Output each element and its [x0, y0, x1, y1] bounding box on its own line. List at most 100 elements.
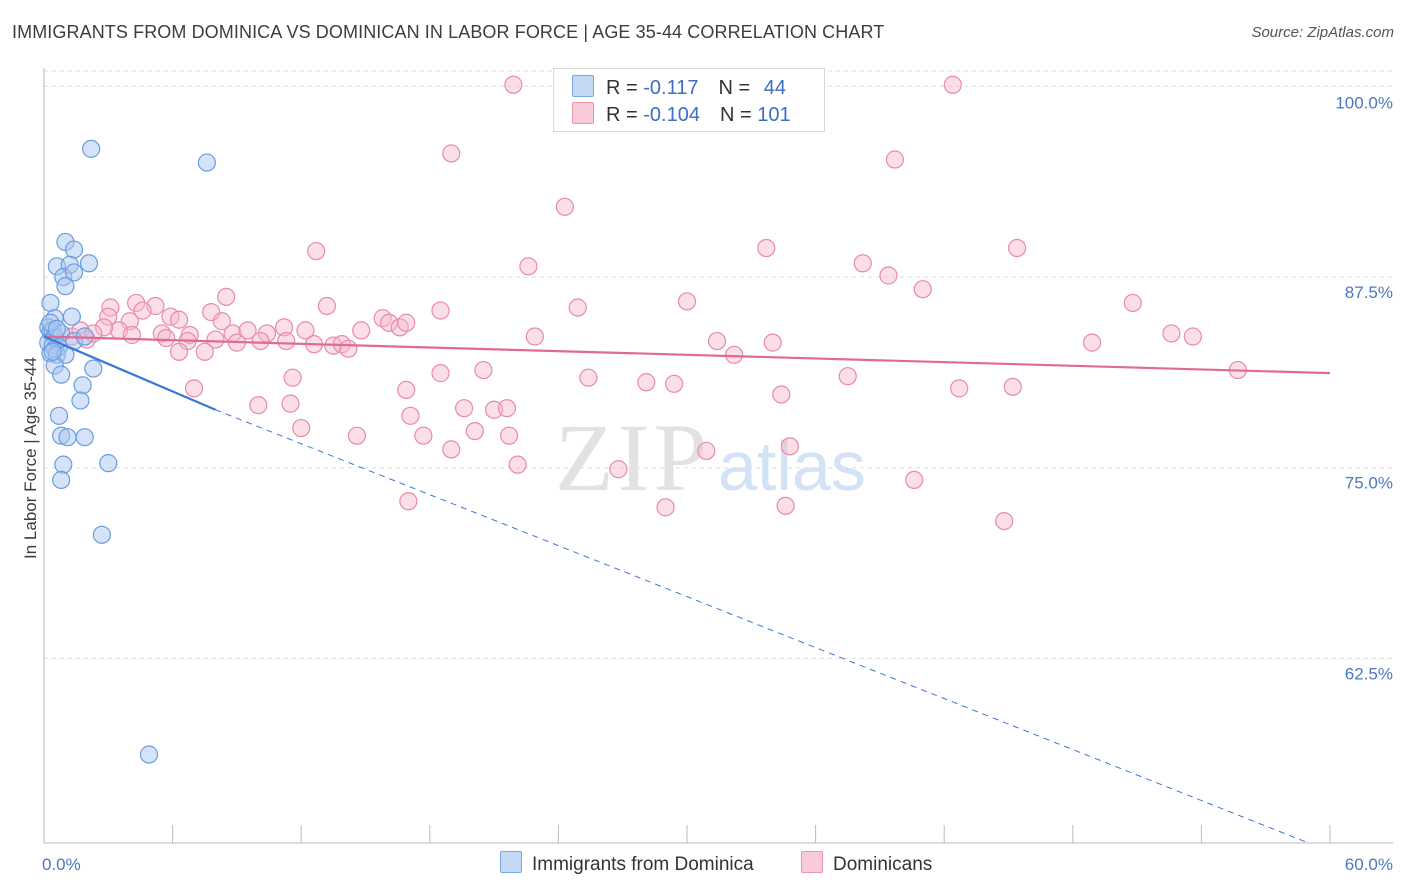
- watermark: ZIP atlas: [555, 404, 866, 511]
- data-point-dominicans: [1183, 327, 1202, 346]
- data-point-dominica: [52, 365, 71, 384]
- legend-swatch-pink: [801, 851, 823, 873]
- data-point-dominicans: [184, 379, 204, 398]
- y-tick-label: 100.0%: [1335, 93, 1393, 112]
- data-point-dominicans: [399, 492, 418, 511]
- data-point-dominica: [58, 428, 77, 447]
- legend-r-label: R =: [606, 104, 644, 126]
- trend-line-dominica: [43, 335, 216, 411]
- legend-item-dominicans[interactable]: Dominicans: [801, 851, 932, 876]
- data-point-dominicans: [725, 345, 744, 364]
- data-point-dominicans: [579, 368, 598, 387]
- data-point-dominica: [64, 263, 84, 282]
- data-point-dominicans: [454, 399, 474, 418]
- watermark-zip: ZIP: [555, 404, 711, 511]
- data-point-dominicans: [169, 342, 189, 361]
- data-point-dominicans: [465, 421, 484, 441]
- data-point-dominica: [52, 470, 71, 490]
- data-point-dominica: [64, 240, 84, 259]
- data-point-dominicans: [249, 396, 268, 415]
- legend-row-dominica: R = -0.117 N = 44: [572, 75, 786, 101]
- legend-r-value: -0.117: [643, 77, 699, 99]
- data-point-dominica: [73, 376, 92, 395]
- data-point-dominica: [197, 153, 216, 172]
- data-point-dominica: [79, 254, 99, 273]
- data-point-dominicans: [1082, 333, 1102, 352]
- data-point-dominicans: [206, 330, 225, 349]
- data-point-dominicans: [347, 426, 367, 445]
- trend-lines: [43, 335, 1331, 844]
- data-point-dominicans: [913, 280, 932, 299]
- data-point-dominicans: [1007, 238, 1027, 258]
- data-point-dominica: [139, 745, 159, 764]
- data-point-dominicans: [397, 380, 416, 399]
- data-point-dominicans: [1123, 293, 1142, 313]
- data-point-dominicans: [292, 418, 311, 438]
- legend-n-value: 44: [763, 77, 786, 99]
- data-point-dominicans: [397, 313, 416, 332]
- data-point-dominica: [54, 455, 73, 474]
- legend-item-dominica[interactable]: Immigrants from Dominica: [500, 851, 754, 876]
- data-point-dominicans: [307, 241, 326, 261]
- grid-lines: [44, 70, 1393, 659]
- data-point-dominicans: [665, 374, 684, 393]
- dominica-points: [39, 139, 216, 764]
- y-tick-label: 75.0%: [1345, 474, 1393, 493]
- legend-row-dominicans: R = -0.104 N = 101: [572, 102, 791, 128]
- data-point-dominica: [43, 342, 62, 361]
- data-point-dominica: [75, 428, 94, 447]
- legend-n-label: N =: [719, 104, 758, 126]
- y-tick-label: 87.5%: [1345, 283, 1393, 302]
- data-point-dominicans: [274, 318, 294, 337]
- data-point-dominicans: [763, 333, 782, 352]
- data-point-dominicans: [212, 312, 231, 331]
- data-point-dominicans: [885, 150, 905, 169]
- data-point-dominica: [56, 277, 75, 296]
- data-point-dominicans: [853, 254, 872, 273]
- legend-n-label: N =: [718, 77, 756, 99]
- data-point-dominica: [84, 359, 103, 378]
- data-point-dominicans: [568, 298, 587, 317]
- data-point-dominica: [99, 454, 118, 473]
- watermark-atlas: atlas: [718, 427, 866, 505]
- data-point-dominicans: [943, 75, 962, 94]
- data-point-dominicans: [431, 301, 450, 320]
- data-point-dominicans: [474, 360, 493, 380]
- legend-r-value: -0.104: [643, 104, 700, 126]
- data-point-dominicans: [157, 328, 176, 348]
- data-point-dominicans: [497, 399, 517, 418]
- data-point-dominicans: [414, 426, 433, 445]
- legend-item-label: Immigrants from Dominica: [532, 854, 754, 875]
- data-point-dominicans: [525, 327, 544, 346]
- data-point-dominicans: [277, 331, 296, 351]
- data-point-dominicans: [500, 426, 519, 445]
- stats-legend: R = -0.117 N = 44 R = -0.104 N = 101: [553, 68, 825, 132]
- data-point-dominicans: [1162, 324, 1181, 343]
- data-point-dominicans: [352, 321, 371, 340]
- data-point-dominicans: [339, 339, 358, 358]
- data-point-dominicans: [296, 321, 315, 340]
- data-point-dominicans: [697, 441, 716, 461]
- legend-swatch-blue: [572, 75, 594, 97]
- legend-r-label: R =: [606, 77, 644, 99]
- legend-swatch-pink: [572, 102, 594, 124]
- data-point-dominicans: [442, 144, 461, 163]
- data-point-dominicans: [879, 266, 898, 285]
- source-label: Source: ZipAtlas.com: [1251, 24, 1394, 41]
- data-point-dominicans: [838, 367, 857, 386]
- data-point-dominicans: [707, 331, 727, 351]
- data-point-dominica: [82, 139, 101, 158]
- data-point-dominicans: [776, 496, 795, 515]
- data-point-dominicans: [317, 296, 337, 316]
- y-tick-label: 62.5%: [1345, 664, 1393, 683]
- legend-item-label: Dominicans: [833, 854, 933, 875]
- data-point-dominicans: [677, 292, 697, 311]
- data-point-dominicans: [1003, 377, 1022, 396]
- trend-line-dominica-extension: [215, 409, 1309, 844]
- trend-line-dominicans: [43, 335, 1331, 375]
- data-point-dominica: [62, 307, 81, 326]
- legend-n-value: 101: [757, 104, 791, 126]
- data-point-dominicans: [94, 318, 114, 337]
- data-point-dominicans: [133, 301, 152, 320]
